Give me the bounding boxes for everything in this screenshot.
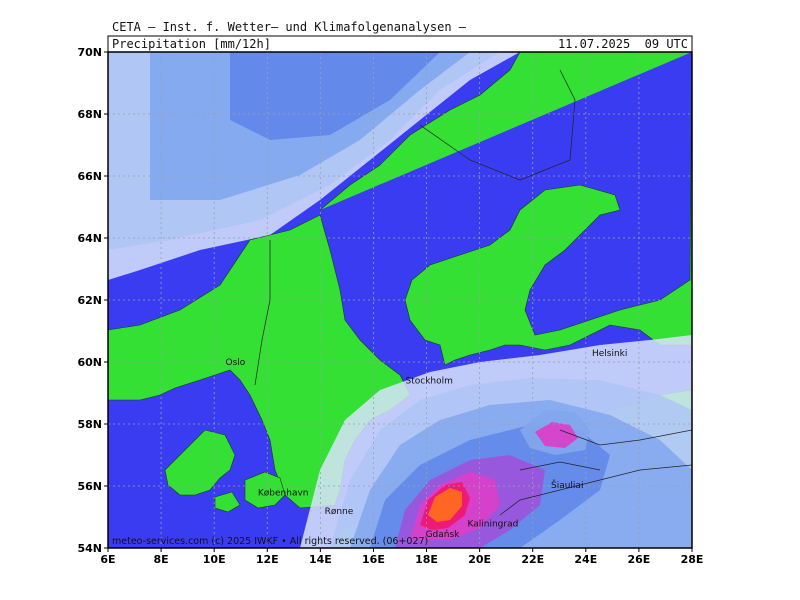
north-sea-precip: [108, 52, 520, 280]
city-label: Kaliningrad: [468, 519, 519, 529]
borders: [254, 69, 692, 516]
graticule: [108, 52, 692, 548]
lat-tick-label: 64N: [77, 232, 102, 245]
lon-tick-label: 18E: [415, 553, 438, 566]
precipitation-map[interactable]: Oslo Stockholm Helsinki København Rønne Kalin…: [108, 52, 692, 548]
lon-tick-label: 28E: [681, 553, 704, 566]
city-label: Rønne: [325, 507, 354, 517]
parameter-label: Precipitation [mm/12h]: [112, 37, 271, 51]
axis-ticks: 6E 8E 10E 12E 14E 16E 18E 20E 22E 24E 26E 28E 54N 56N…: [77, 46, 703, 566]
lat-tick-label: 70N: [77, 46, 102, 59]
lon-tick-label: 22E: [521, 553, 544, 566]
lon-tick-label: 12E: [256, 553, 279, 566]
city-label: Gdańsk: [426, 530, 461, 540]
lon-tick-label: 26E: [627, 553, 650, 566]
valid-time: 11.07.2025 09 UTC: [557, 37, 688, 51]
city-label: Helsinki: [592, 349, 627, 359]
lon-tick-label: 10E: [203, 553, 226, 566]
city-labels: Oslo Stockholm Helsinki København Rønne Kalin…: [226, 349, 628, 540]
lon-tick-label: 20E: [468, 553, 491, 566]
city-label: København: [258, 488, 309, 498]
lon-tick-label: 16E: [362, 553, 385, 566]
lon-tick-label: 14E: [309, 553, 332, 566]
header-box: [107, 35, 693, 53]
lon-tick-label: 8E: [154, 553, 169, 566]
city-label: Stockholm: [406, 377, 453, 387]
baltic-precip: [300, 335, 692, 548]
lat-tick-label: 60N: [77, 356, 102, 369]
lon-tick-label: 6E: [100, 553, 115, 566]
lat-tick-label: 66N: [77, 170, 102, 183]
lat-tick-label: 68N: [77, 108, 102, 121]
credit-text: meteo-services.com (c) 2025 IWKF • All r…: [112, 536, 428, 547]
lat-tick-label: 58N: [77, 418, 102, 431]
city-label: Šiauliai: [551, 479, 583, 491]
map-title: CETA — Inst. f. Wetter— und Klimafolgena…: [112, 20, 467, 34]
lon-tick-label: 24E: [574, 553, 597, 566]
lat-tick-label: 56N: [77, 480, 102, 493]
lat-tick-label: 54N: [77, 542, 102, 555]
lat-tick-label: 62N: [77, 294, 102, 307]
city-label: Oslo: [226, 358, 246, 368]
